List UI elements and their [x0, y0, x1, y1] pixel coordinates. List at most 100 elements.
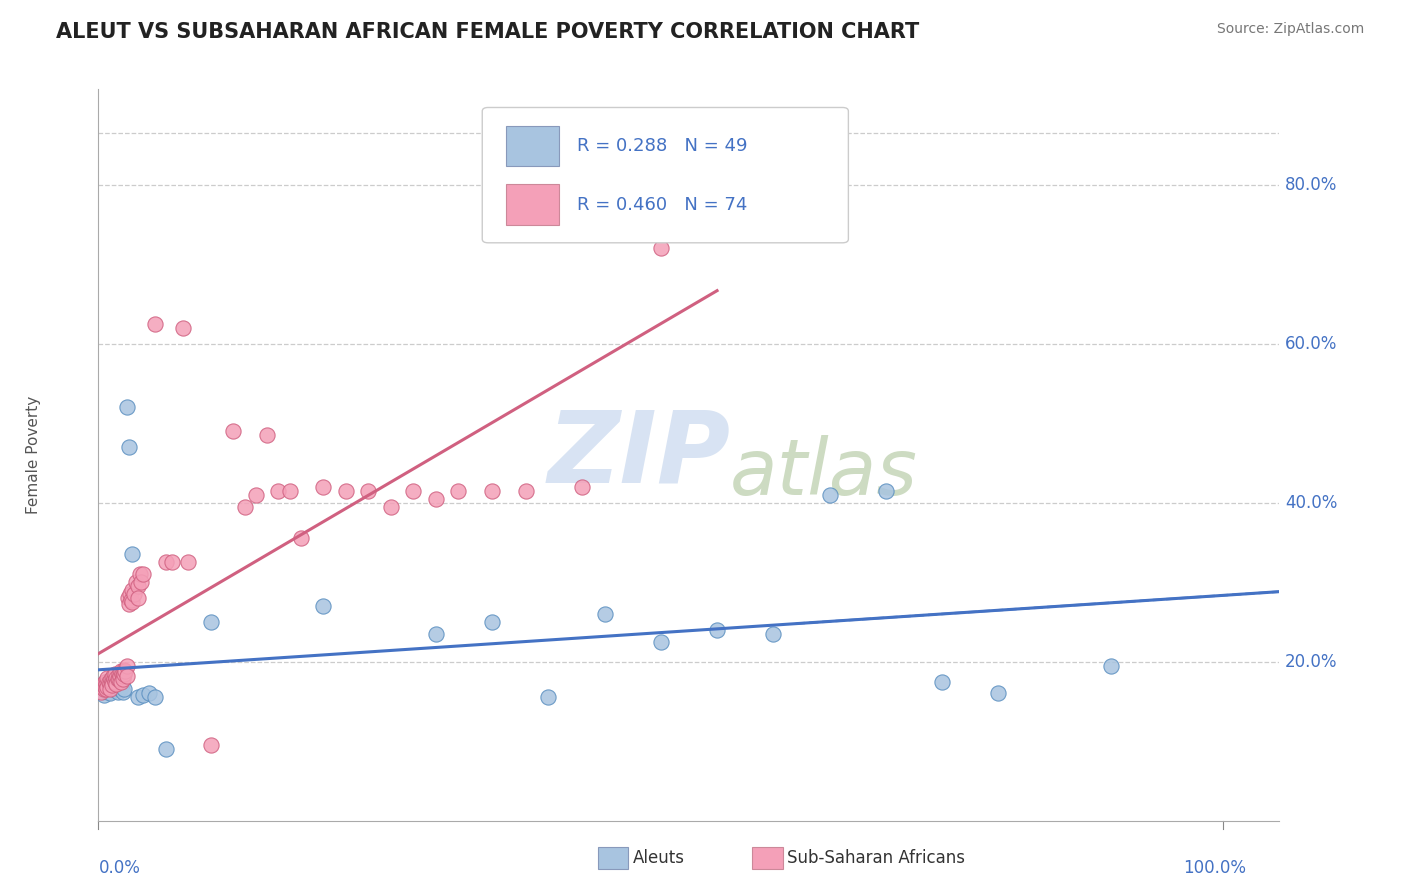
Point — [267, 483, 290, 498]
Text: Aleuts: Aleuts — [633, 849, 685, 867]
Point — [987, 686, 1010, 700]
Point — [93, 685, 115, 699]
Point — [127, 591, 149, 605]
Point — [120, 592, 142, 607]
Point — [129, 567, 152, 582]
Point — [93, 688, 115, 702]
Point — [112, 663, 135, 677]
Point — [105, 677, 128, 691]
Point — [107, 672, 129, 686]
Point — [100, 672, 122, 686]
Point — [118, 587, 141, 601]
Point — [357, 483, 380, 498]
Point — [233, 500, 256, 514]
Point — [222, 424, 245, 438]
Point — [93, 678, 115, 692]
Point — [96, 680, 118, 694]
Point — [90, 680, 112, 694]
Point — [278, 483, 301, 498]
Point — [172, 320, 194, 334]
Point — [143, 317, 166, 331]
Point — [98, 677, 121, 691]
Point — [425, 627, 447, 641]
Point — [290, 532, 312, 546]
Point — [127, 579, 149, 593]
FancyBboxPatch shape — [482, 108, 848, 243]
Bar — [506, 185, 560, 225]
Bar — [506, 126, 560, 166]
Point — [118, 598, 141, 612]
Point — [90, 685, 112, 699]
Point — [121, 595, 143, 609]
Point — [104, 666, 127, 681]
Point — [481, 615, 503, 629]
Point — [127, 690, 149, 705]
Point — [425, 491, 447, 506]
Point — [93, 682, 115, 697]
Point — [104, 674, 127, 689]
Point — [96, 671, 118, 685]
Point — [447, 483, 470, 498]
Point — [96, 684, 118, 698]
Point — [160, 555, 183, 569]
Point — [115, 658, 138, 673]
Point — [1099, 658, 1122, 673]
Text: ALEUT VS SUBSAHARAN AFRICAN FEMALE POVERTY CORRELATION CHART: ALEUT VS SUBSAHARAN AFRICAN FEMALE POVER… — [56, 22, 920, 42]
Text: atlas: atlas — [730, 435, 918, 511]
Point — [105, 674, 128, 689]
Point — [155, 742, 177, 756]
Point — [132, 688, 155, 702]
Point — [650, 634, 672, 648]
Point — [245, 488, 267, 502]
Point — [104, 680, 127, 694]
Point — [200, 615, 222, 629]
Text: Source: ZipAtlas.com: Source: ZipAtlas.com — [1216, 22, 1364, 37]
Point — [90, 682, 112, 697]
Point — [107, 666, 129, 681]
Point — [200, 738, 222, 752]
Point — [124, 575, 146, 590]
Point — [481, 483, 503, 498]
Point — [98, 686, 121, 700]
Point — [112, 682, 135, 697]
Point — [110, 680, 132, 694]
Point — [91, 680, 114, 694]
Text: 60.0%: 60.0% — [1285, 334, 1337, 352]
Point — [108, 682, 131, 697]
Text: Sub-Saharan Africans: Sub-Saharan Africans — [787, 849, 966, 867]
Text: ZIP: ZIP — [547, 407, 730, 503]
Point — [107, 685, 129, 699]
Point — [96, 682, 118, 697]
Point — [256, 428, 278, 442]
Text: 40.0%: 40.0% — [1285, 493, 1337, 512]
Point — [115, 669, 138, 683]
Point — [129, 575, 152, 590]
Point — [94, 674, 117, 689]
Point — [96, 677, 118, 691]
Point — [571, 480, 593, 494]
Point — [112, 672, 135, 686]
Point — [96, 682, 118, 697]
Point — [97, 685, 120, 699]
Point — [335, 483, 357, 498]
Point — [112, 666, 135, 681]
Point — [706, 623, 728, 637]
Text: 0.0%: 0.0% — [98, 859, 141, 877]
Point — [177, 555, 200, 569]
Point — [818, 488, 841, 502]
Point — [101, 678, 124, 692]
Point — [121, 547, 143, 561]
Text: 20.0%: 20.0% — [1285, 653, 1337, 671]
Point — [312, 599, 335, 613]
Point — [117, 591, 139, 605]
Point — [94, 680, 117, 694]
Point — [138, 686, 160, 700]
Point — [121, 583, 143, 598]
Point — [112, 685, 135, 699]
Point — [114, 664, 136, 678]
Point — [118, 440, 141, 454]
Point — [103, 672, 125, 686]
Point — [515, 483, 537, 498]
Point — [97, 674, 120, 689]
Point — [380, 500, 402, 514]
